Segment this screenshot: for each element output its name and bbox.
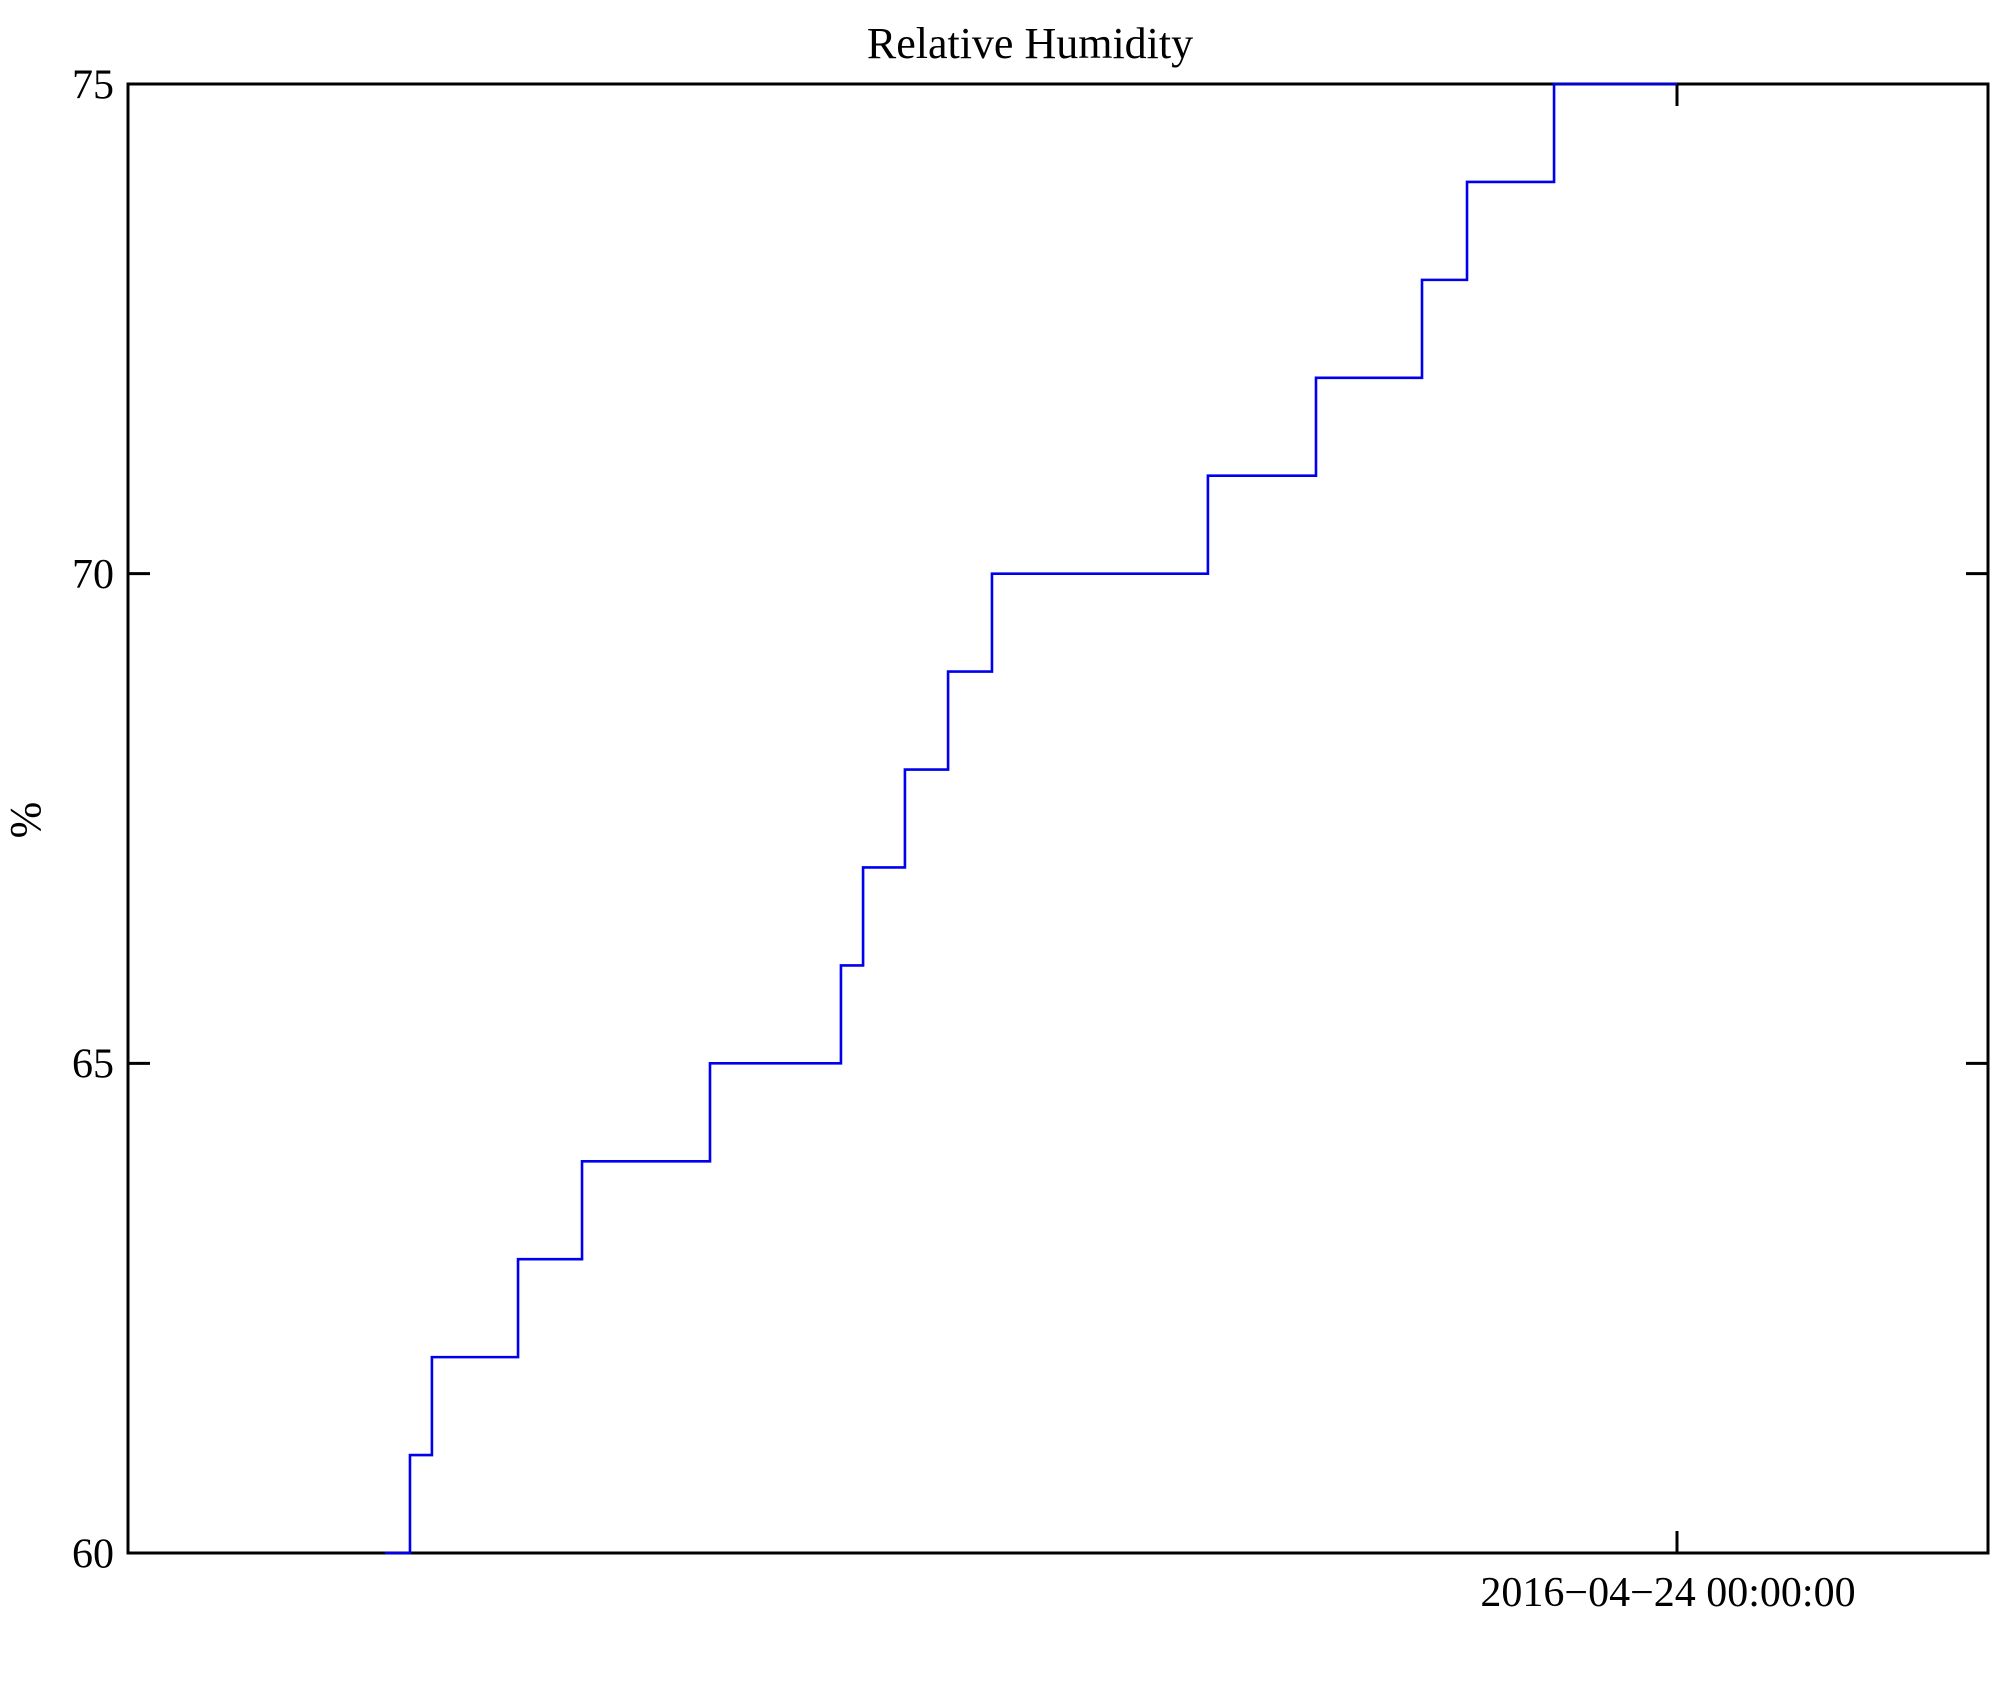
humidity-step-line [385,82,1678,1555]
plot-border [126,82,1990,1555]
y-tick-label: 60 [72,1531,114,1577]
y-axis-ticks [128,82,1988,1555]
y-tick-label: 65 [72,1042,114,1088]
x-tick-label: 2016−04−24 00:00:00 [1480,1570,1855,1616]
y-tick-label: 75 [72,62,114,108]
chart-title: Relative Humidity [867,19,1193,68]
humidity-series [385,82,1678,1555]
y-axis-tick-labels: 60 65 70 75 [72,62,114,1577]
y-tick-label: 70 [72,552,114,598]
y-axis-label: % [1,802,50,839]
